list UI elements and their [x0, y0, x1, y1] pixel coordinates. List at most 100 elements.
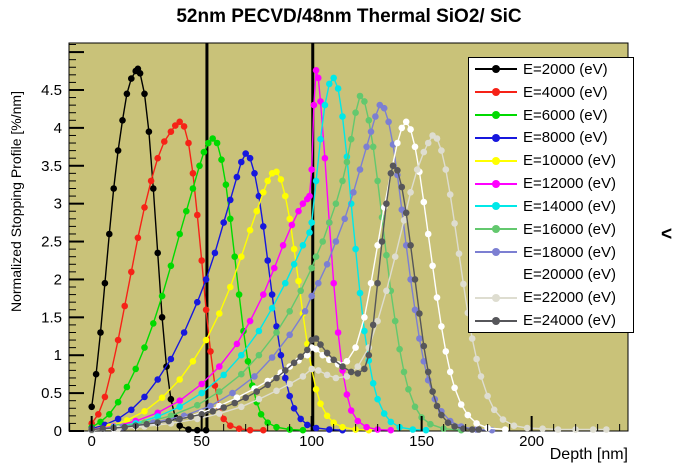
legend-item-12[interactable]: E=24000 (eV)	[469, 309, 633, 332]
series-marker	[282, 192, 289, 200]
series-marker	[145, 128, 153, 135]
legend-item-5[interactable]: E=10000 (eV)	[469, 149, 633, 172]
series-marker	[455, 250, 463, 257]
series-marker	[442, 166, 450, 173]
series-marker	[260, 223, 267, 230]
series-marker	[400, 217, 408, 224]
series-marker	[134, 234, 142, 242]
series-marker	[114, 147, 122, 154]
legend-marker-icon	[475, 64, 517, 74]
legend-item-10[interactable]: E=20000 (eV)	[469, 263, 633, 286]
series-marker	[200, 148, 208, 156]
series-marker	[222, 181, 230, 188]
series-marker	[468, 426, 476, 433]
series-marker	[295, 277, 302, 285]
series-marker	[365, 117, 373, 124]
series-marker	[185, 139, 192, 147]
series-marker	[312, 335, 320, 342]
series-marker	[209, 135, 216, 142]
series-marker	[231, 253, 238, 260]
legend-item-4[interactable]: E=8000 (eV)	[469, 126, 633, 149]
legend-item-6[interactable]: E=12000 (eV)	[469, 172, 633, 195]
series-marker	[299, 426, 307, 434]
series-marker	[317, 98, 324, 105]
series-marker	[207, 348, 214, 355]
series-marker	[286, 331, 294, 339]
legend-item-11[interactable]: E=22000 (eV)	[469, 286, 633, 309]
series-marker	[347, 368, 355, 376]
series-marker	[299, 373, 307, 380]
series-marker	[121, 423, 128, 431]
series-marker	[244, 358, 252, 365]
series-marker	[141, 90, 148, 98]
legend-item-8[interactable]: E=16000 (eV)	[469, 218, 633, 241]
series-marker	[198, 389, 205, 397]
legend-marker-icon	[475, 293, 517, 303]
series-marker	[411, 306, 419, 314]
series-marker	[260, 426, 267, 434]
legend-marker-icon	[475, 224, 517, 234]
series-marker	[312, 253, 320, 260]
legend-item-2[interactable]: E=4000 (eV)	[469, 81, 633, 104]
legend-label: E=14000 (eV)	[523, 197, 616, 215]
series-marker	[473, 420, 480, 427]
series-marker	[286, 215, 294, 223]
series-marker	[141, 408, 148, 415]
series-marker	[150, 185, 157, 192]
series-marker	[603, 426, 610, 433]
series-marker	[424, 230, 432, 238]
series-marker	[101, 393, 109, 401]
series-marker	[207, 402, 214, 410]
series-marker	[180, 123, 188, 130]
series-marker	[167, 395, 175, 403]
legend-item-1[interactable]: E=2000 (eV)	[469, 58, 633, 81]
series-marker	[367, 279, 375, 287]
series-marker	[499, 416, 507, 423]
series-marker	[308, 365, 316, 373]
series-marker	[110, 185, 117, 192]
series-marker	[143, 420, 150, 428]
series-marker	[330, 419, 338, 427]
series-marker	[473, 355, 480, 363]
series-marker	[264, 419, 272, 427]
series-marker	[400, 368, 408, 376]
series-marker	[295, 207, 302, 215]
series-marker	[383, 251, 390, 259]
series-marker	[427, 420, 434, 428]
series-marker	[211, 249, 219, 257]
series-marker	[306, 229, 313, 236]
legend-item-9[interactable]: E=18000 (eV)	[469, 241, 633, 264]
series-marker	[260, 189, 267, 196]
series-marker	[106, 230, 113, 238]
series-marker	[332, 374, 340, 382]
legend-label: E=18000 (eV)	[523, 243, 616, 261]
series-marker	[369, 321, 377, 329]
series-marker	[154, 419, 161, 427]
series-marker	[339, 113, 346, 120]
series-marker	[308, 292, 316, 300]
series-marker	[277, 176, 285, 183]
legend-box[interactable]: E=2000 (eV) E=4000 (eV) E=6000 (eV) E=8000 …	[468, 57, 634, 333]
series-marker	[343, 158, 351, 166]
series-marker	[273, 323, 280, 330]
series-marker	[330, 74, 338, 82]
series-marker	[205, 139, 212, 147]
legend-item-3[interactable]: E=6000 (eV)	[469, 104, 633, 127]
series-marker	[251, 170, 258, 177]
series-marker	[264, 381, 272, 389]
y-tick-label: 1	[54, 347, 62, 364]
series-marker	[308, 219, 316, 226]
series-marker	[268, 354, 276, 361]
series-marker	[147, 177, 155, 185]
series-marker	[383, 287, 390, 295]
series-marker	[282, 374, 289, 382]
series-marker	[378, 238, 386, 245]
legend-marker-icon	[475, 270, 517, 280]
series-marker	[343, 358, 351, 365]
series-marker	[176, 397, 183, 405]
y-tick-label: 1.5	[41, 309, 62, 326]
legend-item-7[interactable]: E=14000 (eV)	[469, 195, 633, 218]
series-marker	[273, 423, 280, 431]
series-marker	[167, 128, 175, 135]
legend-marker-icon	[475, 247, 517, 257]
